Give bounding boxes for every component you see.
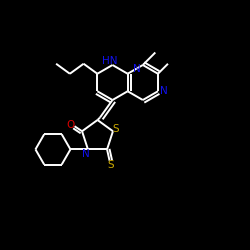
Text: HN: HN xyxy=(102,56,118,66)
Text: O: O xyxy=(66,120,74,130)
Text: S: S xyxy=(113,124,119,134)
Text: S: S xyxy=(108,160,114,170)
Text: N: N xyxy=(160,86,167,96)
Text: N: N xyxy=(82,149,90,159)
Text: N: N xyxy=(132,64,140,74)
